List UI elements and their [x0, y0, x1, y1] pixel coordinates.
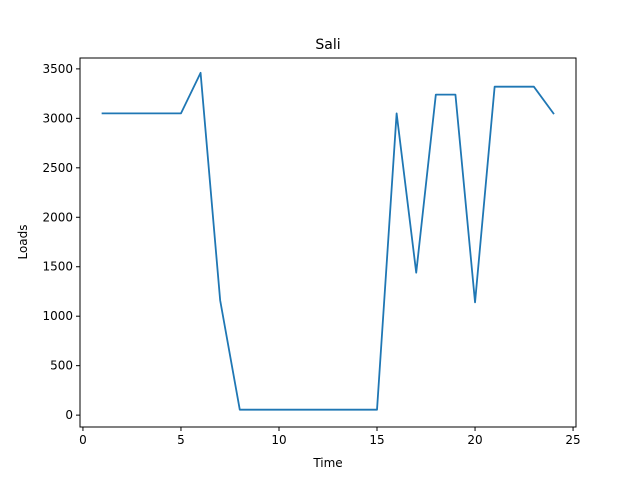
- y-tick-label: 0: [65, 408, 73, 422]
- y-tick-label: 2500: [42, 161, 73, 175]
- x-axis-label: Time: [312, 456, 342, 470]
- x-tick-label: 5: [177, 433, 185, 447]
- y-tick-label: 2000: [42, 210, 73, 224]
- plot-frame: [79, 57, 577, 428]
- y-tick-label: 500: [50, 359, 73, 373]
- y-axis-label: Loads: [16, 224, 30, 259]
- series-line-0: [101, 71, 555, 411]
- x-tick-label: 15: [369, 433, 384, 447]
- y-tick-label: 1500: [42, 260, 73, 274]
- chart-title: Sali: [315, 37, 340, 53]
- plot-area: 0 5 10 15 20 25 0 500 1000 1500 2000 2500 3000 3500: [42, 57, 581, 447]
- x-tick-label: 10: [271, 433, 286, 447]
- y-tick-label: 3000: [42, 111, 73, 125]
- y-tick-label: 1000: [42, 309, 73, 323]
- y-tick-label: 3500: [42, 62, 73, 76]
- x-tick-label: 20: [467, 433, 482, 447]
- x-tick-label: 0: [79, 433, 87, 447]
- x-tick-label: 25: [565, 433, 580, 447]
